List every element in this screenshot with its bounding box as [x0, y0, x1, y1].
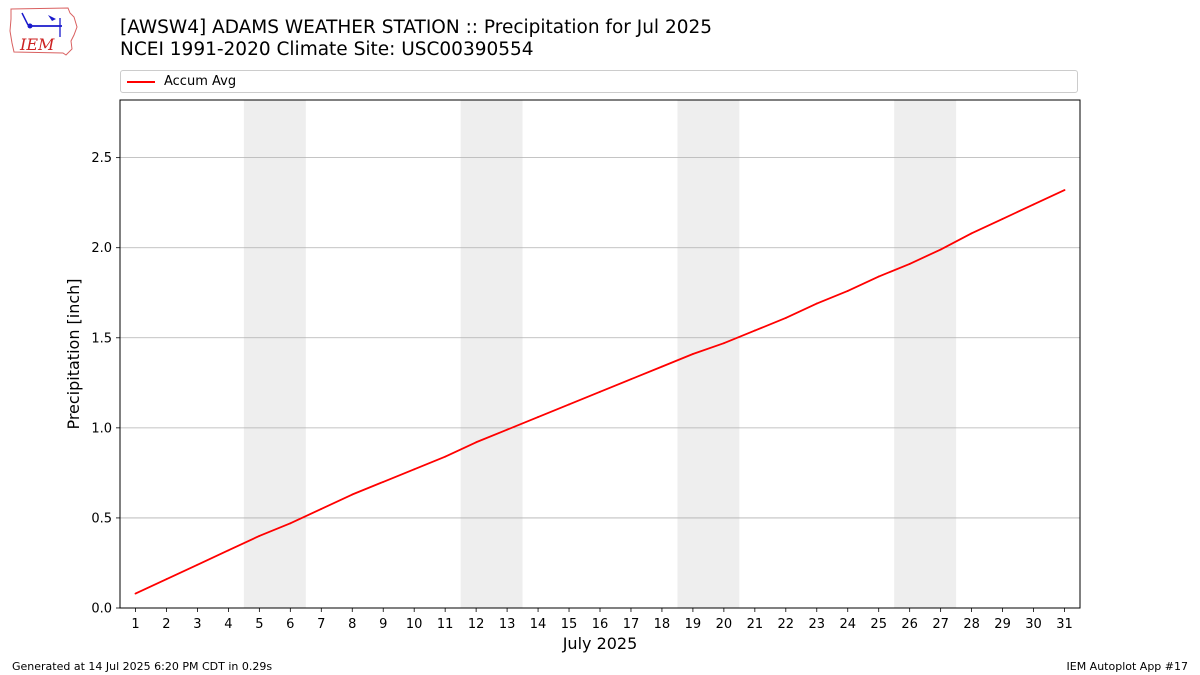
- x-tick-label: 17: [623, 617, 640, 632]
- chart-title-line1: [AWSW4] ADAMS WEATHER STATION :: Precipi…: [120, 17, 713, 38]
- data-point: [289, 522, 292, 525]
- data-point: [413, 468, 416, 471]
- weekend-band-3: [677, 100, 740, 608]
- data-point: [599, 390, 601, 393]
- x-tick-label: 13: [499, 617, 516, 632]
- data-point: [815, 302, 818, 305]
- x-tick-label: 7: [317, 617, 325, 632]
- x-tick-label: 15: [561, 617, 578, 632]
- x-tick-label: 9: [379, 617, 387, 632]
- x-tick-label: 19: [685, 617, 702, 632]
- legend-swatch-accum-avg: [127, 81, 155, 83]
- x-tick-label: 26: [901, 617, 918, 632]
- chart-title: [AWSW4] ADAMS WEATHER STATION :: Precipi…: [120, 17, 712, 61]
- x-tick-label: 22: [778, 617, 795, 632]
- data-point: [227, 549, 230, 552]
- data-point: [784, 317, 787, 319]
- data-point: [970, 232, 973, 235]
- data-point: [908, 263, 911, 265]
- x-tick-label: 12: [468, 617, 485, 632]
- x-tick-label: 24: [839, 617, 856, 632]
- x-tick-label: 28: [963, 617, 980, 632]
- legend: Accum Avg: [120, 70, 1078, 93]
- y-axis-label: Precipitation [inch]: [64, 278, 83, 429]
- data-point: [506, 428, 508, 431]
- iem-logo: IEM: [9, 7, 78, 56]
- x-tick-label: 20: [716, 617, 733, 632]
- chart-title-line2: NCEI 1991-2020 Climate Site: USC00390554: [120, 39, 534, 60]
- legend-label-accum-avg: Accum Avg: [164, 74, 237, 89]
- x-tick-label: 6: [286, 617, 294, 632]
- x-tick-label: 11: [437, 617, 454, 632]
- data-point: [661, 365, 663, 368]
- x-tick-label: 27: [932, 617, 949, 632]
- data-point: [475, 441, 478, 444]
- x-tick-label: 31: [1056, 617, 1073, 632]
- data-point: [1032, 203, 1035, 206]
- data-point: [1001, 217, 1004, 220]
- data-point: [258, 535, 261, 537]
- x-tick-label: 14: [530, 617, 547, 632]
- x-tick-label: 16: [592, 617, 609, 632]
- plot-frame: [119, 99, 1081, 609]
- weekend-band-2: [460, 100, 523, 608]
- data-point: [537, 416, 539, 418]
- footer-generated: Generated at 14 Jul 2025 6:20 PM CDT in …: [12, 660, 273, 673]
- x-axis-label: July 2025: [562, 634, 638, 653]
- data-point: [753, 329, 756, 332]
- x-tick-label: 8: [348, 617, 356, 632]
- data-point: [846, 290, 849, 292]
- logo-text: IEM: [19, 35, 55, 54]
- x-tick-label: 23: [809, 617, 826, 632]
- data-point: [134, 592, 137, 595]
- x-tick-label: 30: [1025, 617, 1042, 632]
- x-tick-label: 1: [131, 617, 139, 632]
- data-point: [630, 378, 632, 381]
- x-tick-label: 25: [870, 617, 887, 632]
- x-tick-label: 3: [193, 617, 201, 632]
- x-tick-label: 18: [654, 617, 671, 632]
- x-tick-label: 5: [255, 617, 263, 632]
- weekend-band-4: [894, 100, 957, 608]
- station-mast: [21, 12, 29, 26]
- wind-vane: [48, 15, 56, 21]
- data-point: [1063, 189, 1066, 191]
- x-tick-label: 4: [224, 617, 232, 632]
- y-tick-label: 0.5: [91, 511, 112, 526]
- data-point: [568, 403, 570, 406]
- station-sensor: [27, 23, 33, 29]
- y-tick-label: 2.5: [91, 151, 112, 166]
- iowa-state-outline: [9, 7, 78, 56]
- data-point: [692, 353, 694, 355]
- y-tick-label: 1.5: [91, 331, 112, 346]
- data-point: [196, 563, 199, 566]
- data-point: [444, 455, 447, 458]
- x-tick-label: 10: [406, 617, 423, 632]
- data-point: [722, 342, 725, 345]
- data-point: [320, 508, 323, 510]
- data-point: [877, 275, 880, 278]
- data-point: [351, 493, 354, 496]
- y-tick-label: 0.0: [91, 602, 112, 617]
- data-point: [382, 481, 385, 483]
- x-tick-label: 21: [747, 617, 764, 632]
- data-point: [939, 248, 942, 251]
- footer-app: IEM Autoplot App #17: [1066, 660, 1189, 673]
- data-point: [165, 578, 168, 581]
- y-tick-label: 2.0: [91, 241, 112, 256]
- weekend-band-1: [243, 100, 306, 608]
- x-tick-label: 2: [162, 617, 170, 632]
- y-tick-label: 1.0: [91, 421, 112, 436]
- x-tick-label: 29: [994, 617, 1011, 632]
